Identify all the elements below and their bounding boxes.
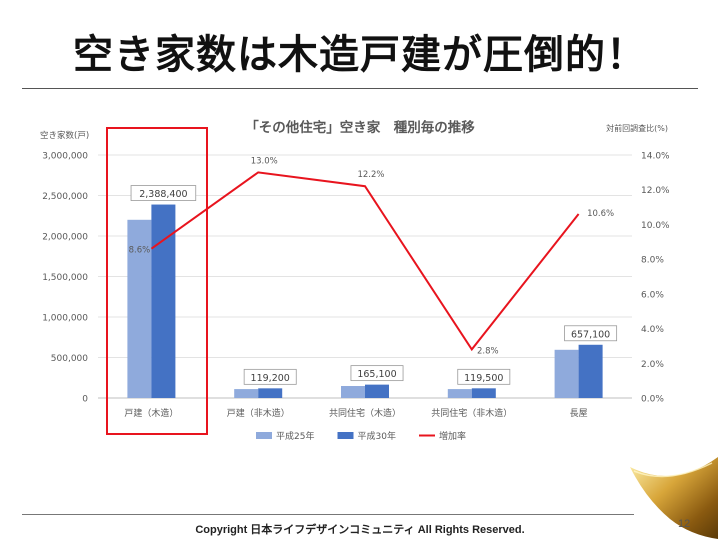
x-tick-label: 長屋 [570, 408, 588, 419]
bar [234, 389, 259, 398]
bar-value-label-box [564, 325, 618, 342]
bar [447, 389, 472, 398]
slide-title: 空き家数は木造戸建が圧倒的！ [73, 31, 647, 78]
y2-tick-label: 4.0% [641, 325, 664, 335]
bar-value-label: 165,100 [357, 369, 396, 380]
y-axis-title-right: 対前回調査比(%) [606, 123, 668, 133]
copyright-text: Copyright 日本ライフデザインコミュニティ All Rights Res… [195, 524, 525, 536]
highlight-box [106, 127, 208, 435]
y2-tick-label: 8.0% [641, 256, 664, 266]
legend-label: 増加率 [439, 430, 466, 442]
growth-rate-label: 12.2% [357, 170, 384, 180]
legend-label: 平成30年 [358, 430, 396, 442]
bar [258, 388, 283, 398]
y-tick-label: 2,000,000 [42, 233, 88, 243]
bar-value-label-box [457, 368, 511, 385]
footer-divider [22, 514, 634, 515]
growth-rate-label: 10.6% [587, 209, 614, 219]
x-tick-label: 共同住宅（非木造） [431, 407, 512, 419]
bar-value-label: 657,100 [571, 329, 610, 340]
title-divider [22, 88, 698, 89]
bar [554, 349, 579, 398]
y-tick-label: 3,000,000 [42, 152, 88, 162]
bar [365, 384, 389, 398]
x-tick-label: 戸建（非木造） [227, 407, 290, 419]
y2-tick-label: 14.0% [641, 152, 670, 162]
bar [151, 204, 176, 398]
legend-swatch [337, 432, 354, 439]
y-axis-title-left: 空き家数(戸) [40, 130, 89, 141]
growth-rate-polyline [150, 171, 580, 352]
bar-value-label-box [243, 368, 297, 385]
legend-swatch [256, 432, 272, 439]
data-labels: 2,388,400 119,200 165,100 119,500 657,100 8.6… [129, 156, 618, 385]
x-tick-label: 共同住宅（木造） [329, 407, 401, 419]
growth-rate-label: 2.8% [477, 346, 499, 356]
legend-label: 平成25年 [276, 430, 314, 442]
bar-value-label: 119,500 [464, 373, 503, 384]
growth-rate-label: 13.0% [251, 156, 278, 166]
axes: 0 500,000 1,000,000 1,500,000 2,000,000 2,500… [42, 152, 670, 420]
y-tick-label: 1,500,000 [42, 273, 88, 283]
page-number: 12 [678, 518, 691, 530]
bar [341, 386, 365, 398]
y2-tick-label: 6.0% [641, 290, 664, 300]
bar-value-label-box [130, 185, 197, 201]
y2-tick-label: 10.0% [641, 221, 670, 231]
growth-rate-label: 8.6% [129, 246, 151, 256]
y2-tick-label: 2.0% [641, 360, 664, 370]
y-tick-label: 1,000,000 [42, 314, 88, 324]
y-tick-label: 500,000 [51, 354, 88, 364]
bar-value-label-box [350, 365, 404, 382]
bar [471, 388, 496, 398]
growth-rate-line [150, 171, 580, 352]
chart-title: 「その他住宅」空き家 種別毎の推移 [245, 119, 475, 136]
y2-tick-label: 0.0% [641, 395, 664, 405]
bars [127, 204, 603, 398]
y-tick-label: 0 [82, 395, 88, 405]
bar [127, 219, 152, 398]
bar-value-label: 119,200 [251, 373, 290, 384]
x-tick-label: 戸建（木造） [124, 407, 178, 419]
y2-tick-label: 12.0% [641, 186, 670, 196]
y-tick-label: 2,500,000 [42, 192, 88, 202]
bar-value-label: 2,388,400 [139, 189, 187, 200]
bar [578, 344, 603, 398]
legend: 平成25年 平成30年 増加率 [256, 430, 466, 442]
page-curl-decoration [630, 457, 718, 539]
